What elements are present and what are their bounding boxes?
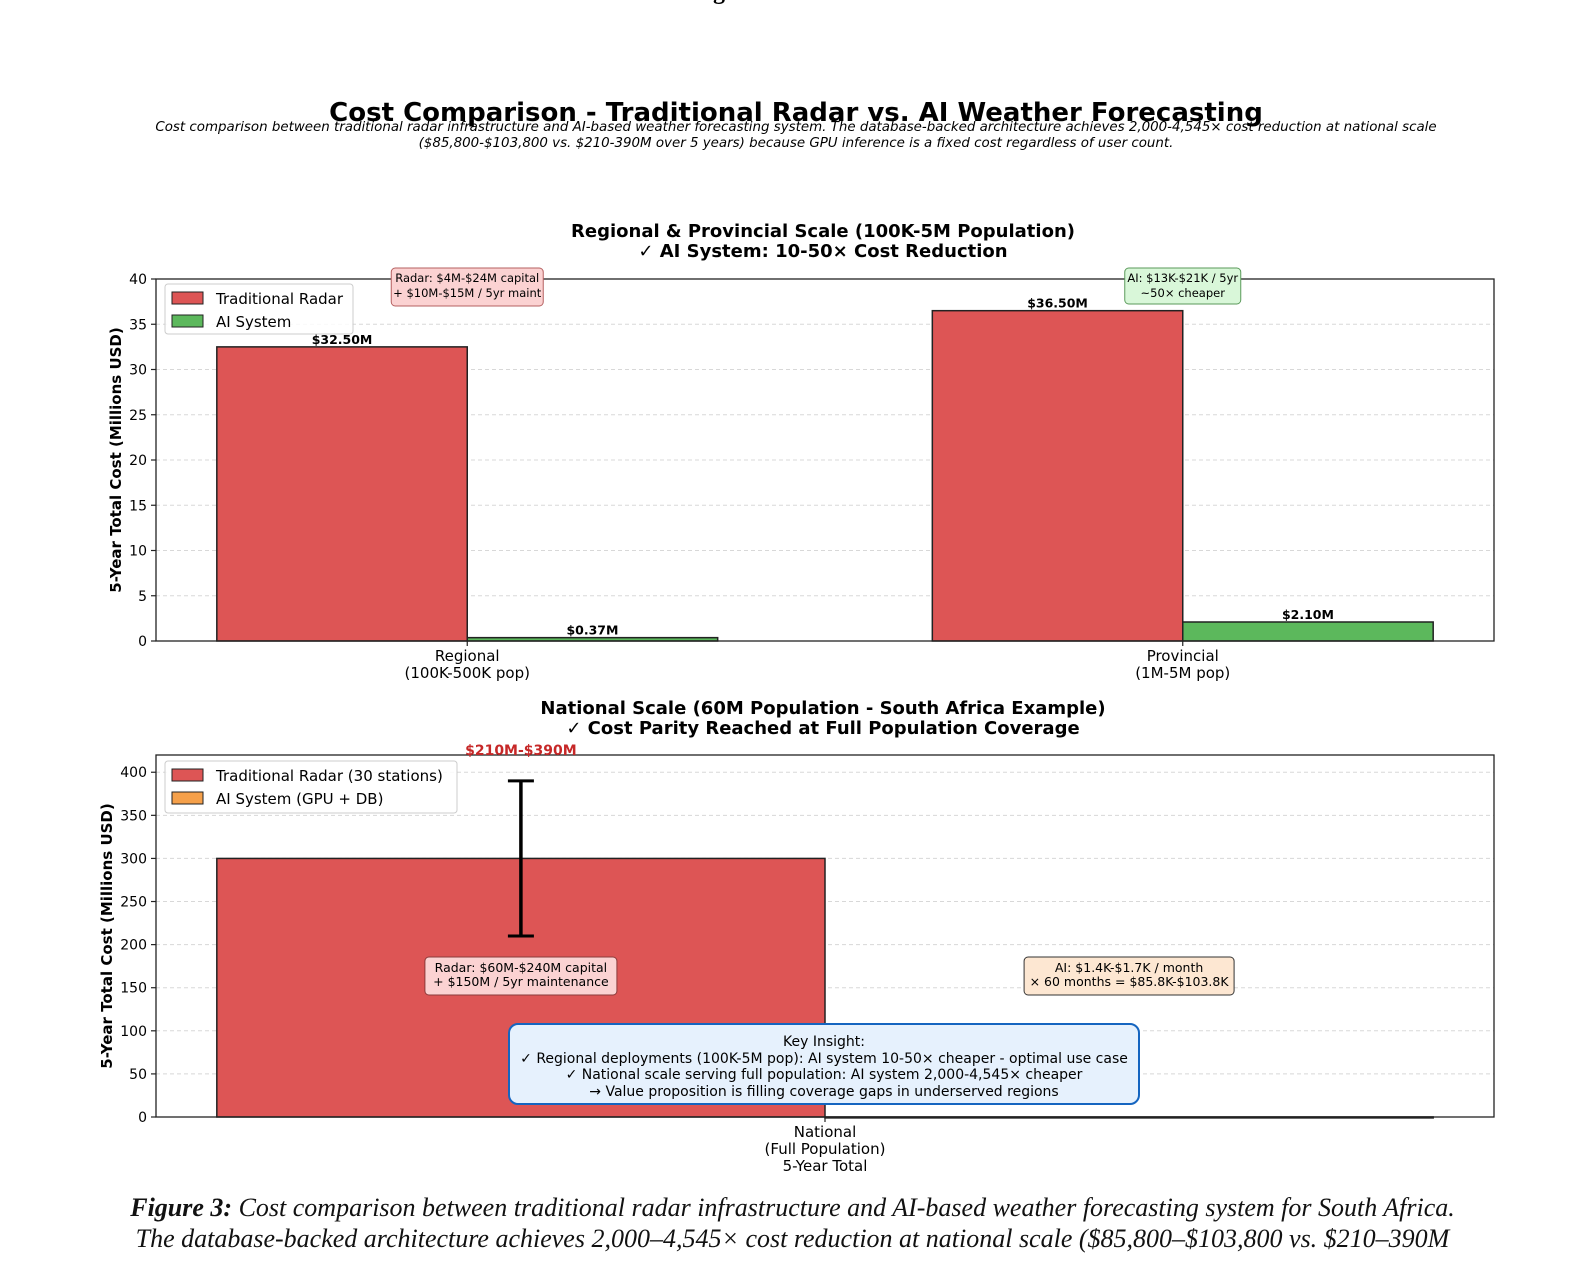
radar-national-annotation: Radar: $60M-$240M capital+ $150M / 5yr m… xyxy=(424,956,618,996)
chart1-title-line-1: Regional & Provincial Scale (100K-5M Pop… xyxy=(571,221,1075,242)
y-tick-label: 15 xyxy=(129,498,147,514)
chart1-title-line-2: ✓ AI System: 10-50× Cost Reduction xyxy=(638,241,1007,262)
ai-national-annotation: AI: $1.4K-$1.7K / month× 60 months = $85… xyxy=(1023,956,1235,996)
legend-label-ai-gpu-db: AI System (GPU + DB) xyxy=(216,790,383,808)
caption-line-1: Figure 3: Cost comparison between tradit… xyxy=(90,1192,1495,1223)
y-tick-label: 25 xyxy=(129,408,147,424)
annotation-line: + $10M-$15M / 5yr maint xyxy=(393,286,542,300)
figure-subtitle-line-1: Cost comparison between traditional rada… xyxy=(155,120,1436,135)
y-tick-label: 20 xyxy=(129,453,147,469)
figure-suptitle: Cost Comparison - Traditional Radar vs. … xyxy=(329,98,1263,128)
y-tick-label: 5 xyxy=(138,589,147,605)
x-tick-label: (Full Population) xyxy=(765,1140,886,1158)
legend-swatch-traditional-radar-30 xyxy=(171,768,204,782)
caption-line-1-text: Cost comparison between traditional rada… xyxy=(232,1193,1455,1222)
y-tick-label: 250 xyxy=(120,895,147,911)
chart2-ylabel: 5-Year Total Cost (Millions USD) xyxy=(98,803,116,1068)
figure-subtitle-line-2: ($85,800-$103,800 vs. $210-390M over 5 y… xyxy=(419,136,1174,151)
x-tick-label: Regional xyxy=(435,647,500,665)
y-tick-label: 100 xyxy=(120,1024,147,1040)
x-tick-label: (100K-500K pop) xyxy=(405,664,530,682)
legend-swatch-ai-gpu-db xyxy=(171,791,204,805)
annotation-line: × 60 months = $85.8K-$103.8K xyxy=(1030,974,1230,989)
bar-radar-provincial xyxy=(931,309,1184,642)
bar-value-label: $2.10M xyxy=(1282,607,1334,622)
legend-swatch-traditional-radar xyxy=(171,291,204,305)
insight-line-3: ✓ National scale serving full population… xyxy=(565,1067,1083,1083)
insight-line-1: Key Insight: xyxy=(783,1034,865,1050)
x-tick-label: 5-Year Total xyxy=(783,1157,868,1175)
y-tick-label: 40 xyxy=(129,272,147,288)
insight-line-2: ✓ Regional deployments (100K-5M pop): AI… xyxy=(520,1050,1128,1067)
y-tick-label: 350 xyxy=(120,808,147,824)
bar-radar-regional xyxy=(216,346,468,642)
y-tick-label: 400 xyxy=(120,765,147,781)
annotation-line: Radar: $4M-$24M capital xyxy=(395,271,539,285)
bar-value-label: $36.50M xyxy=(1027,296,1088,311)
caption-label: Figure 3: xyxy=(130,1193,233,1222)
x-tick-label: (1M-5M pop) xyxy=(1135,664,1230,682)
legend-label-traditional-radar: Traditional Radar xyxy=(215,290,344,308)
legend-swatch-ai-system xyxy=(171,314,204,328)
chart2-title-line-1: National Scale (60M Population - South A… xyxy=(540,698,1105,719)
key-insight-box: Key Insight: ✓ Regional deployments (100… xyxy=(508,1023,1140,1105)
chart1-legend: Traditional Radar AI System xyxy=(164,283,354,335)
annotation-line: + $150M / 5yr maintenance xyxy=(433,974,609,989)
cut-top-text: g xyxy=(713,0,725,5)
bar-value-label: $0.37M xyxy=(566,623,618,638)
chart1-ylabel: 5-Year Total Cost (Millions USD) xyxy=(107,327,125,592)
caption-line-2: The database-backed architecture achieve… xyxy=(135,1224,1450,1253)
legend-label-traditional-radar-30: Traditional Radar (30 stations) xyxy=(215,767,443,785)
x-tick-label: National xyxy=(794,1123,857,1141)
y-tick-label: 35 xyxy=(129,317,147,333)
chart2-title-line-2: ✓ Cost Parity Reached at Full Population… xyxy=(566,718,1079,739)
y-tick-label: 0 xyxy=(138,1110,147,1126)
y-tick-label: 10 xyxy=(129,544,147,560)
y-tick-label: 200 xyxy=(120,938,147,954)
regional-provincial-chart: Regional & Provincial Scale (100K-5M Pop… xyxy=(107,221,1495,682)
y-tick-label: 50 xyxy=(129,1067,147,1083)
bar-ai-provincial xyxy=(1182,621,1434,642)
ai-cost-annotation: AI: $13K-$21K / 5yr~50× cheaper xyxy=(1124,267,1242,305)
legend-label-ai-system: AI System xyxy=(216,313,291,331)
insight-line-4: → Value proposition is filling coverage … xyxy=(589,1083,1059,1100)
radar-range-label: $210M-$390M xyxy=(465,743,577,759)
annotation-line: ~50× cheaper xyxy=(1141,286,1226,300)
x-tick-label: Provincial xyxy=(1147,647,1219,665)
y-tick-label: 300 xyxy=(120,851,147,867)
y-tick-label: 150 xyxy=(120,981,147,997)
radar-cost-annotation: Radar: $4M-$24M capital+ $10M-$15M / 5yr… xyxy=(390,267,544,307)
y-tick-label: 30 xyxy=(129,363,147,379)
chart2-legend: Traditional Radar (30 stations) AI Syste… xyxy=(164,760,458,814)
figure-caption: Figure 3: Cost comparison between tradit… xyxy=(90,1192,1495,1254)
annotation-line: AI: $13K-$21K / 5yr xyxy=(1127,271,1238,285)
y-tick-label: 0 xyxy=(138,634,147,650)
bar-value-label: $32.50M xyxy=(312,332,373,347)
annotation-line: AI: $1.4K-$1.7K / month xyxy=(1055,960,1203,975)
annotation-line: Radar: $60M-$240M capital xyxy=(435,960,607,975)
national-chart: National Scale (60M Population - South A… xyxy=(98,698,1495,1175)
